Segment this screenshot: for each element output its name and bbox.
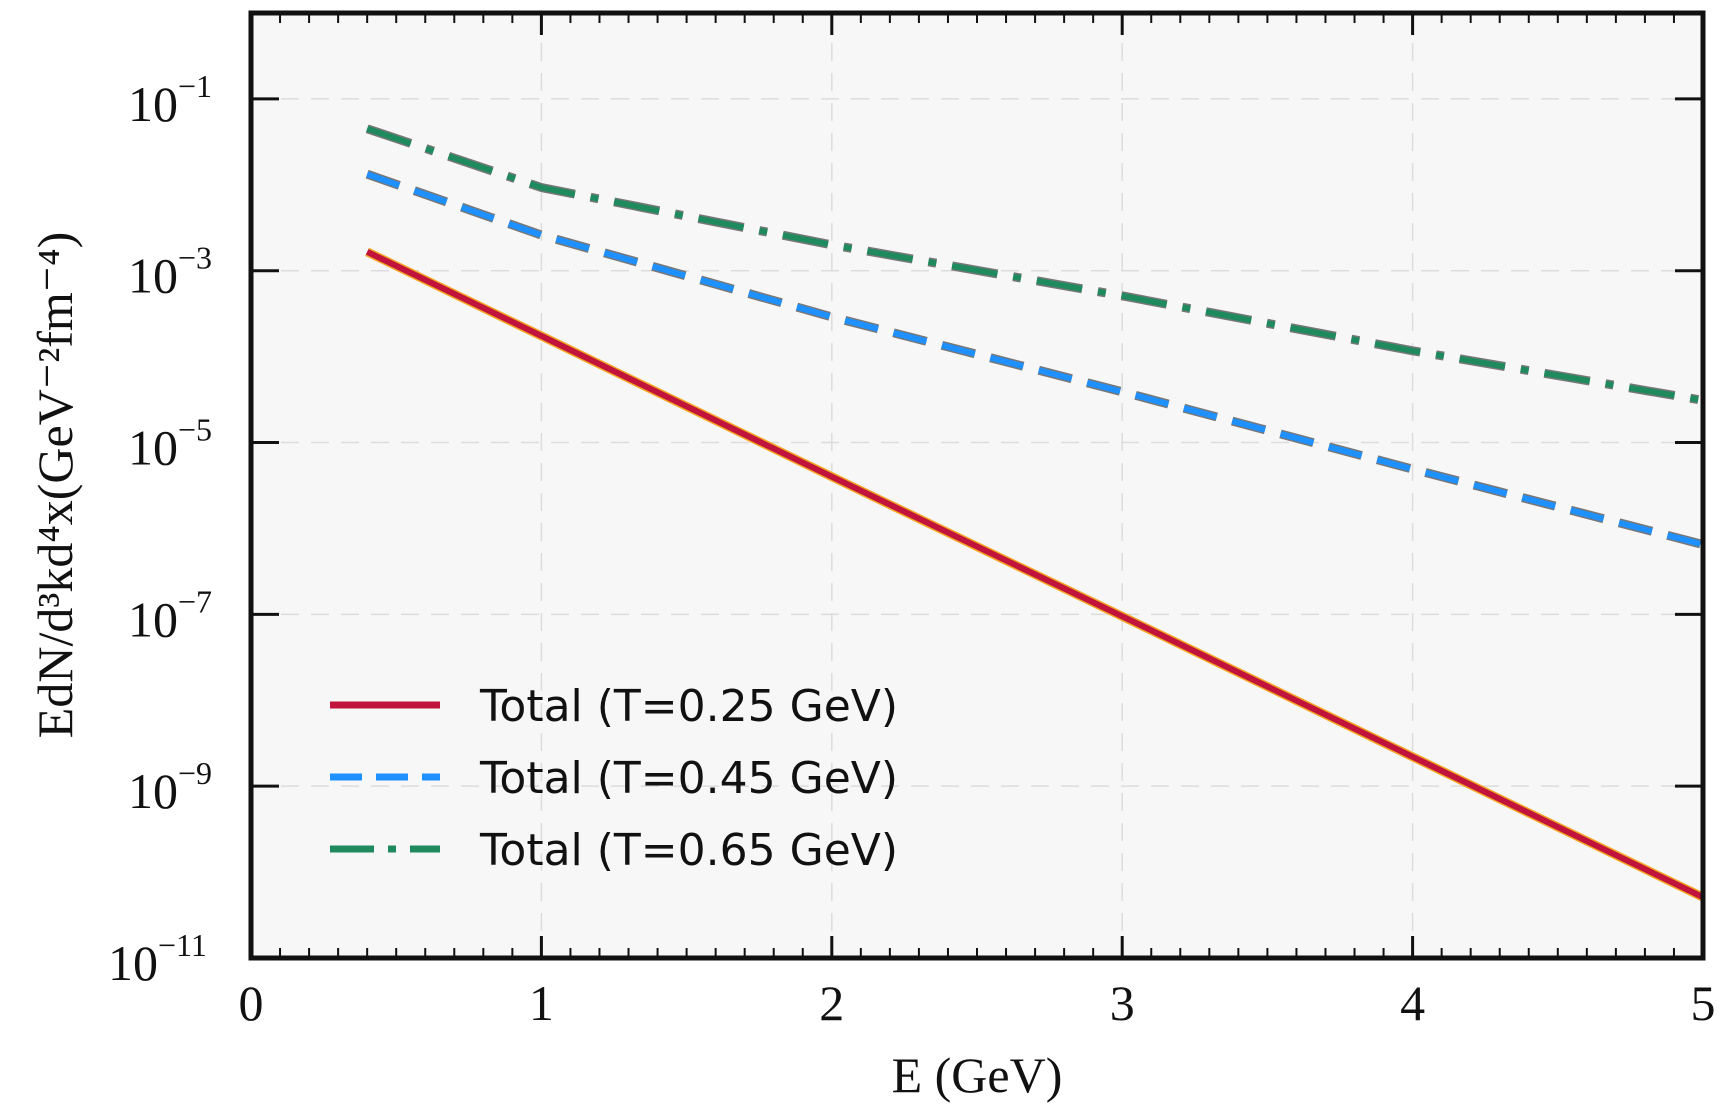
- y-tick-exponent: −3: [178, 240, 212, 276]
- y-tick-base: 10: [128, 76, 178, 132]
- x-tick-labels: 0 1 2 3 4 5: [239, 975, 1716, 1031]
- legend-label: Total (T=0.65 GeV): [479, 825, 898, 876]
- x-tick-label: 0: [239, 975, 264, 1031]
- y-tick-base: 10: [128, 591, 178, 647]
- legend-label: Total (T=0.45 GeV): [479, 753, 898, 804]
- y-tick-base: 10: [128, 420, 178, 476]
- y-tick-label: 10−7: [128, 583, 212, 647]
- y-tick-label: 10−9: [128, 755, 212, 819]
- ticks: [249, 13, 1705, 960]
- series-2: [365, 169, 1705, 549]
- y-tick-base: 10: [128, 248, 178, 304]
- y-tick-exponent: −7: [178, 583, 212, 619]
- x-tick-label: 3: [1110, 975, 1135, 1031]
- y-tick-exponent: −1: [178, 68, 212, 104]
- series-line: [365, 249, 1705, 900]
- grid: [251, 13, 1703, 958]
- legend: Total (T=0.25 GeV) Total (T=0.45 GeV) Tota…: [330, 681, 898, 876]
- y-tick-label: 10−3: [128, 240, 212, 304]
- series-1: [365, 247, 1705, 902]
- series-3: [365, 124, 1704, 405]
- y-tick-exponent: −9: [178, 755, 212, 791]
- y-axis-label: EdN/d³kd⁴x(GeV⁻²fm⁻⁴): [27, 232, 83, 738]
- legend-label: Total (T=0.25 GeV): [479, 681, 898, 732]
- y-tick-exponent: −11: [158, 927, 207, 963]
- y-tick-label: 10−1: [128, 68, 212, 132]
- y-tick-label: 10−11: [108, 927, 207, 991]
- legend-item: Total (T=0.65 GeV): [330, 825, 898, 876]
- x-tick-label: 1: [529, 975, 554, 1031]
- plot-background: [251, 13, 1703, 958]
- series-line: [366, 171, 1704, 548]
- series-line: [366, 125, 1704, 404]
- x-tick-label: 2: [819, 975, 844, 1031]
- y-tick-base: 10: [128, 763, 178, 819]
- y-tick-label: 10−5: [128, 412, 212, 476]
- x-tick-label: 4: [1400, 975, 1425, 1031]
- x-tick-label: 5: [1691, 975, 1716, 1031]
- legend-item: Total (T=0.45 GeV): [330, 753, 898, 804]
- y-tick-base: 10: [108, 935, 158, 991]
- legend-item: Total (T=0.25 GeV): [330, 681, 898, 732]
- y-tick-labels: 10−110−310−510−710−910−11: [108, 68, 212, 991]
- series-layer: [365, 124, 1705, 902]
- y-tick-exponent: −5: [178, 412, 212, 448]
- x-axis-label: E (GeV): [892, 1047, 1063, 1103]
